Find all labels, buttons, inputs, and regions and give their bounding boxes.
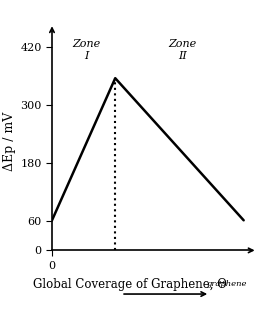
Text: Zone
II: Zone II — [168, 39, 197, 61]
Text: graphene: graphene — [207, 280, 247, 288]
Text: Global Coverage of Graphene, Θ: Global Coverage of Graphene, Θ — [33, 278, 227, 291]
Text: Zone
I: Zone I — [73, 39, 101, 61]
Y-axis label: ΔEp / mV: ΔEp / mV — [3, 112, 16, 171]
